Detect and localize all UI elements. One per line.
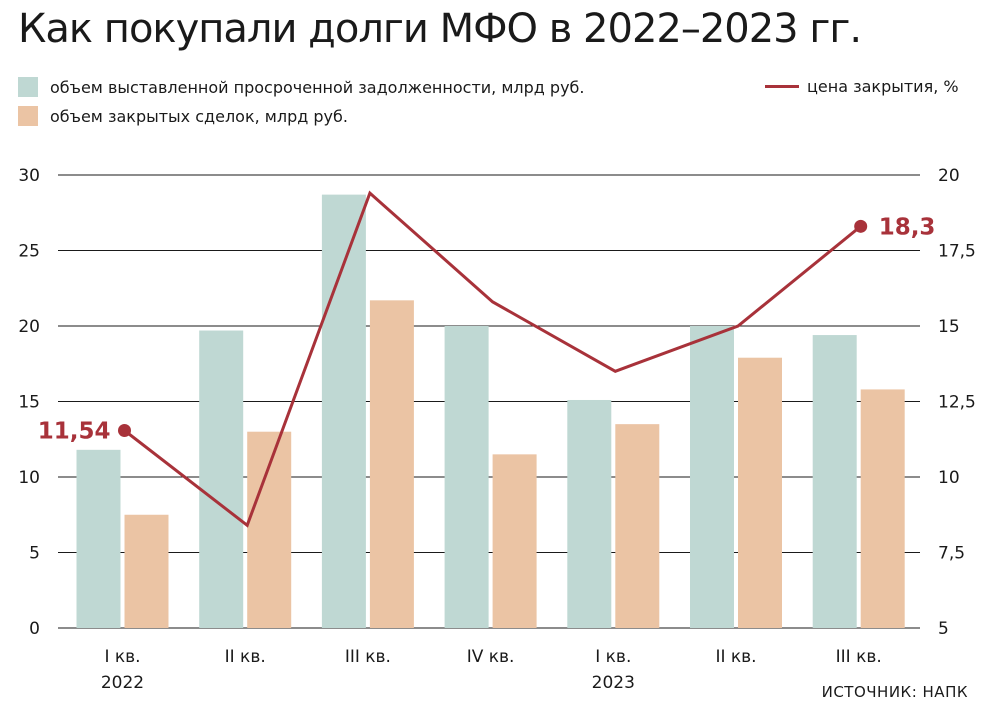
legend-label-series1: объем выставленной просроченной задолжен… <box>50 77 585 97</box>
y-left-tick-label: 5 <box>29 544 40 564</box>
x-year-label: 2023 <box>592 673 635 693</box>
legend-swatch-series2 <box>18 106 38 126</box>
y-right-tick-label: 15 <box>938 317 960 337</box>
bar-series1 <box>567 399 612 628</box>
bar-series1 <box>76 449 121 628</box>
y-right-tick-label: 12,5 <box>938 393 976 413</box>
bar-series1 <box>199 330 244 628</box>
x-year-label: 2022 <box>101 673 144 693</box>
y-right-tick-label: 5 <box>938 619 949 639</box>
y-right-tick-label: 20 <box>938 166 960 186</box>
y-left-tick-label: 15 <box>18 393 40 413</box>
x-tick-label: IV кв. <box>467 647 515 667</box>
line-point-marker <box>118 423 131 437</box>
bar-series2 <box>369 300 414 628</box>
data-label: 11,54 <box>38 418 111 444</box>
y-left-tick-label: 20 <box>18 317 40 337</box>
data-label: 18,3 <box>879 214 936 240</box>
legend-swatch-line <box>765 85 799 88</box>
y-left-tick-label: 25 <box>18 242 40 262</box>
source-note: ИСТОЧНИК: НАПК <box>821 683 968 701</box>
line-point-marker <box>854 219 868 233</box>
legend-item-line: цена закрытия, % <box>765 77 959 96</box>
bar-series1 <box>690 326 734 628</box>
bar-series2 <box>860 389 905 628</box>
y-left-tick-label: 30 <box>18 166 40 186</box>
bar-series2 <box>615 424 660 628</box>
bar-series1 <box>812 335 857 628</box>
y-right-tick-label: 17,5 <box>938 242 976 262</box>
legend-item-series1: объем выставленной просроченной задолжен… <box>18 77 585 97</box>
line-series-price <box>123 190 862 528</box>
bar-series2 <box>738 357 782 628</box>
x-tick-label: III кв. <box>345 647 391 667</box>
x-tick-label: II кв. <box>225 647 266 667</box>
y-left-tick-label: 0 <box>29 619 40 639</box>
legend-item-series2: объем закрытых сделок, млрд руб. <box>18 106 348 126</box>
x-tick-label: II кв. <box>715 647 756 667</box>
y-right-tick-label: 7,5 <box>938 544 965 564</box>
y-left-tick-label: 10 <box>18 468 40 488</box>
y-right-tick-label: 10 <box>938 468 960 488</box>
bar-series2 <box>492 454 537 628</box>
legend-label-series2: объем закрытых сделок, млрд руб. <box>50 106 348 126</box>
legend-swatch-series1 <box>18 77 38 97</box>
x-tick-label: I кв. <box>104 647 140 667</box>
chart-title: Как покупали долги МФО в 2022–2023 гг. <box>18 6 862 52</box>
bar-series2 <box>247 431 292 628</box>
bar-series2 <box>124 514 169 628</box>
legend-label-line: цена закрытия, % <box>807 77 959 96</box>
x-tick-label: III кв. <box>836 647 882 667</box>
x-tick-label: I кв. <box>595 647 631 667</box>
bar-series1 <box>444 326 489 628</box>
